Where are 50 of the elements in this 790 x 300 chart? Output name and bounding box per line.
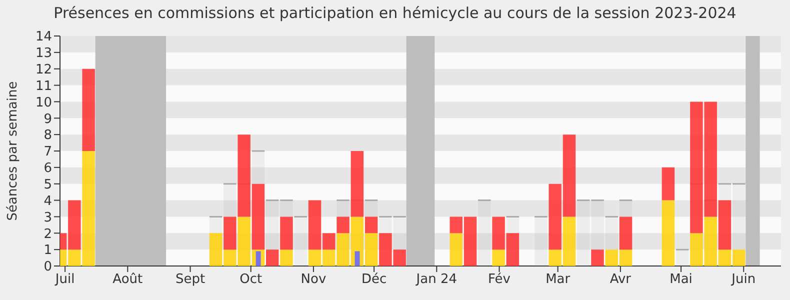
bar [576,200,590,266]
x-tick-label: Oct [240,272,262,288]
y-tick-label: 11 [35,78,52,94]
bar [354,251,360,266]
bar [364,216,378,234]
x-tick-label: Fév [488,272,511,288]
x-tick-label: Sept [175,272,206,288]
x-tick-label: Août [112,272,143,288]
y-axis-title: Séances par semaine [6,81,21,221]
y-tick-label: 9 [44,112,52,127]
x-tick-label: Juil [54,272,75,288]
y-tick-label: 3 [44,210,52,226]
x-tick-label: Avr [610,272,632,288]
bar [294,216,308,266]
bar [591,250,604,266]
bar [280,216,293,250]
y-tick-label: 6 [44,161,52,176]
x-tick-label: Déc [361,272,387,288]
x-tick-label: Nov [300,272,326,288]
bar [336,216,350,234]
y-tick-label: 10 [35,95,52,110]
y-tick-label: 4 [44,194,52,209]
y-tick-label: 2 [44,226,52,242]
bar [492,250,505,266]
bar [266,250,279,266]
x-tick-label: Jan 24 [415,272,458,288]
x-tick-label: Mar [546,272,571,288]
x-tick-label: Mai [670,272,692,288]
y-tick-label: 13 [35,46,52,62]
y-tick-label: 7 [44,144,52,160]
bar [534,216,548,266]
bar [662,200,675,266]
bar [675,248,690,266]
bar [280,250,293,266]
y-tick-label: 0 [44,260,52,275]
chart-title: Présences en commissions et participation en hémicycle au cours de la session 2023-2024 [52,4,738,22]
y-tick-label: 14 [35,30,52,45]
y-tick-label: 5 [44,177,52,192]
bar [256,251,261,266]
bar [350,151,364,217]
bar [662,167,675,200]
y-tick-label: 1 [44,243,52,258]
bar [477,200,492,266]
bar [82,68,95,151]
y-tick-label: 12 [35,62,52,78]
y-tick-label: 8 [44,128,52,144]
bar [450,233,462,266]
x-tick-label: Juin [730,272,756,288]
bar [619,216,632,250]
bar [224,216,236,250]
